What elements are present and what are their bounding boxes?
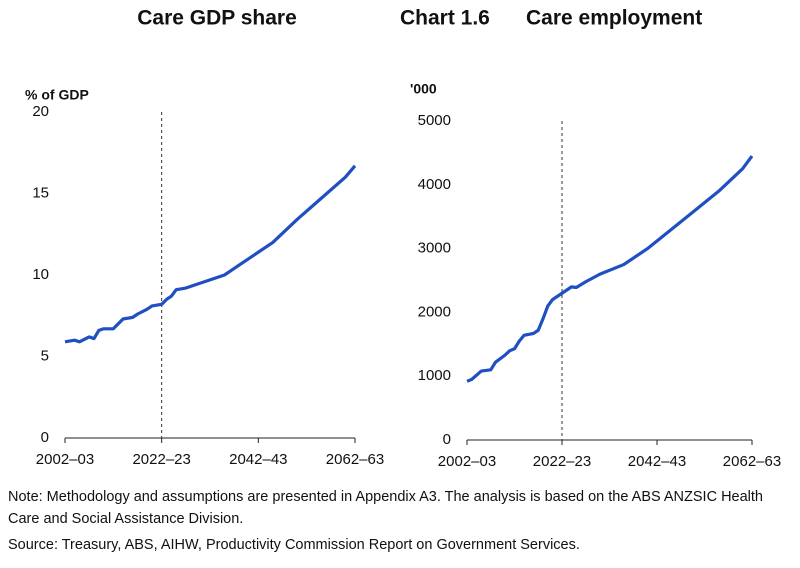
x-tick-label: 2002–03 [438,453,496,470]
x-tick-label: 2042–43 [628,453,686,470]
y-tick-label: 5 [41,347,49,364]
y-tick-label: 0 [443,431,451,448]
y-tick-label: 1000 [418,367,451,384]
y-tick-label: 3000 [418,240,451,257]
chart-label: Chart 1.6 [400,7,490,30]
y-axis-label: % of GDP [25,87,89,103]
note: Note: Methodology and assumptions are pr… [8,489,763,527]
y-tick-label: 20 [32,103,49,120]
y-axis-label: '000 [410,81,437,97]
y-tick-label: 0 [41,429,49,446]
y-tick-label: 10 [32,266,49,283]
x-tick-label: 2062–63 [326,451,384,468]
chart-title: Care GDP share [137,7,297,30]
x-tick-label: 2022–23 [533,453,591,470]
notes: Note: Methodology and assumptions are pr… [8,486,798,560]
charts: Chart 1.6 Care GDP share % of GDP 0 5 10 15 20… [25,7,781,470]
y-tick-label: 2000 [418,303,451,320]
y-tick-label: 4000 [418,176,451,193]
x-tick-label: 2062–63 [723,453,781,470]
x-tick-label: 2002–03 [36,451,94,468]
data-line [466,155,754,383]
x-tick-label: 2042–43 [229,451,287,468]
chart-title: Care employment [526,7,702,30]
y-tick-label: 15 [32,184,49,201]
source: Source: Treasury, ABS, AIHW, Productivit… [8,537,580,553]
data-line [64,164,357,344]
y-tick-label: 5000 [418,112,451,129]
x-tick-label: 2022–23 [132,451,190,468]
